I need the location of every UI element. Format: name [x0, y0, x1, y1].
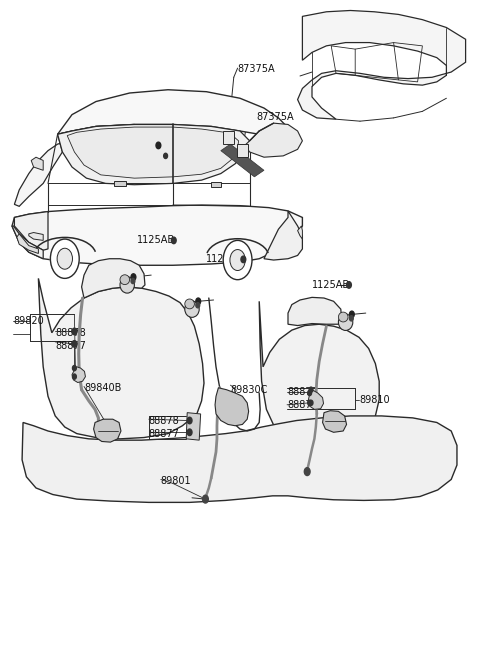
Circle shape: [196, 298, 201, 305]
Circle shape: [349, 316, 353, 321]
Bar: [237, 144, 248, 157]
Text: 1125AB: 1125AB: [312, 280, 350, 290]
Polygon shape: [58, 90, 288, 138]
Circle shape: [347, 282, 351, 288]
Ellipse shape: [185, 299, 194, 309]
Circle shape: [230, 250, 245, 271]
Circle shape: [72, 374, 76, 379]
Circle shape: [308, 390, 312, 396]
Text: 88877: 88877: [287, 386, 318, 397]
Bar: [211, 182, 221, 187]
Circle shape: [72, 365, 76, 371]
Text: 88878: 88878: [287, 400, 318, 410]
Polygon shape: [14, 124, 134, 206]
Circle shape: [196, 303, 200, 308]
Text: 89830C: 89830C: [230, 384, 268, 395]
Polygon shape: [17, 234, 38, 253]
Circle shape: [349, 311, 354, 318]
Circle shape: [50, 239, 79, 278]
Circle shape: [187, 429, 192, 436]
Text: 88878: 88878: [55, 328, 86, 338]
Circle shape: [156, 142, 161, 149]
Text: 89820: 89820: [13, 316, 44, 326]
Polygon shape: [12, 226, 43, 259]
Text: 89810: 89810: [359, 394, 390, 405]
Circle shape: [223, 240, 252, 280]
Circle shape: [241, 256, 246, 263]
Polygon shape: [72, 367, 85, 383]
Polygon shape: [308, 390, 324, 409]
Polygon shape: [186, 413, 201, 440]
Bar: [114, 181, 126, 186]
Circle shape: [50, 239, 79, 278]
Text: 89801: 89801: [161, 476, 192, 487]
Polygon shape: [298, 10, 466, 119]
Polygon shape: [221, 144, 264, 177]
Polygon shape: [67, 127, 239, 178]
Text: 87375A: 87375A: [238, 64, 275, 74]
Ellipse shape: [338, 312, 348, 322]
Ellipse shape: [338, 314, 353, 330]
Circle shape: [309, 400, 313, 405]
Polygon shape: [215, 388, 249, 426]
Circle shape: [131, 278, 135, 284]
Circle shape: [308, 400, 312, 405]
Circle shape: [131, 274, 136, 280]
Polygon shape: [29, 233, 43, 240]
Polygon shape: [22, 416, 457, 502]
Text: 1125AB: 1125AB: [206, 254, 244, 265]
Circle shape: [57, 248, 72, 269]
Circle shape: [304, 468, 310, 476]
Polygon shape: [58, 124, 250, 185]
Polygon shape: [323, 411, 347, 432]
Polygon shape: [38, 278, 204, 439]
Polygon shape: [259, 301, 379, 445]
Polygon shape: [31, 157, 43, 170]
Polygon shape: [82, 259, 145, 298]
Bar: [223, 131, 234, 144]
Circle shape: [72, 328, 77, 335]
Polygon shape: [245, 123, 302, 157]
Circle shape: [309, 387, 313, 392]
Ellipse shape: [120, 275, 130, 284]
Text: 88877: 88877: [55, 341, 86, 351]
Polygon shape: [288, 297, 342, 326]
Text: 1125AB: 1125AB: [137, 235, 175, 246]
Text: 88877: 88877: [149, 428, 180, 439]
Text: 87375A: 87375A: [257, 111, 294, 122]
Text: 88878: 88878: [149, 415, 180, 426]
Polygon shape: [264, 211, 302, 260]
Ellipse shape: [120, 276, 134, 293]
Text: 89840B: 89840B: [84, 383, 121, 393]
Circle shape: [164, 153, 168, 159]
Circle shape: [171, 237, 176, 244]
Polygon shape: [298, 226, 302, 239]
Polygon shape: [14, 212, 48, 250]
Polygon shape: [94, 419, 121, 442]
Ellipse shape: [185, 301, 199, 317]
Circle shape: [72, 341, 77, 347]
Circle shape: [187, 417, 192, 424]
Circle shape: [203, 495, 208, 503]
Polygon shape: [12, 205, 302, 265]
